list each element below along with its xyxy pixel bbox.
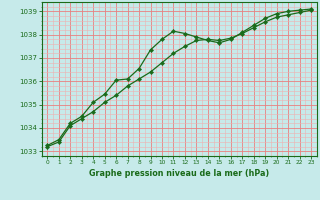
X-axis label: Graphe pression niveau de la mer (hPa): Graphe pression niveau de la mer (hPa) <box>89 169 269 178</box>
